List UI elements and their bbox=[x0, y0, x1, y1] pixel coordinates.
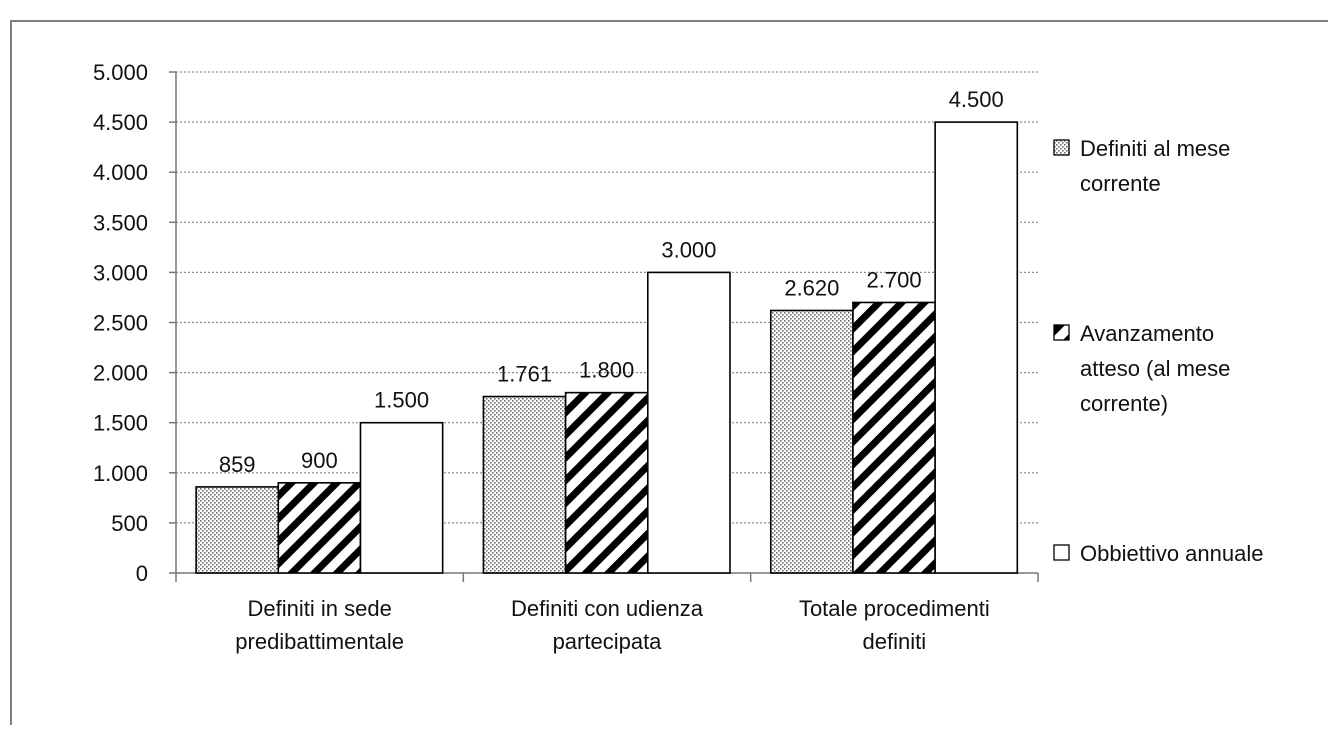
bar bbox=[195, 486, 280, 574]
bars bbox=[195, 121, 1019, 574]
data-label: 1.761 bbox=[497, 362, 552, 387]
x-category-label-line: partecipata bbox=[553, 629, 663, 654]
bar bbox=[934, 121, 1019, 574]
y-tick-label: 0 bbox=[136, 561, 148, 586]
x-category-label: Definiti in sede predibattimentale bbox=[235, 596, 404, 654]
x-category-label-line: predibattimentale bbox=[235, 629, 404, 654]
chart-border bbox=[10, 20, 1328, 730]
x-category-label: Totale procedimenti definiti bbox=[799, 596, 990, 654]
x-category-label-line: Definiti in sede bbox=[248, 596, 392, 621]
bar bbox=[564, 391, 649, 574]
legend-swatch bbox=[1053, 324, 1070, 341]
bar bbox=[277, 482, 362, 574]
y-tick-label: 3.500 bbox=[93, 210, 148, 235]
legend-label: corrente) bbox=[1080, 391, 1168, 416]
y-tick-label: 500 bbox=[111, 511, 148, 536]
bar bbox=[359, 421, 444, 574]
x-category-label-line: Definiti con udienza bbox=[511, 596, 704, 621]
legend-label: Avanzamento bbox=[1080, 321, 1214, 346]
data-label: 2.700 bbox=[867, 267, 922, 292]
data-label: 1.500 bbox=[374, 388, 429, 413]
data-label: 1.800 bbox=[579, 358, 634, 383]
legend-label: Obbiettivo annuale bbox=[1080, 541, 1263, 566]
x-category-label-line: definiti bbox=[863, 629, 927, 654]
data-label: 2.620 bbox=[784, 275, 839, 300]
y-tick-label: 2.500 bbox=[93, 311, 148, 336]
y-tick-label: 1.000 bbox=[93, 461, 148, 486]
legend-label: Definiti al mese bbox=[1080, 136, 1230, 161]
data-label: 3.000 bbox=[661, 237, 716, 262]
data-label: 900 bbox=[301, 448, 338, 473]
bar bbox=[852, 301, 936, 574]
y-tick-label: 1.500 bbox=[93, 411, 148, 436]
legend: Definiti al mese corrente Avanzamento attes… bbox=[1053, 136, 1263, 566]
bar bbox=[647, 271, 731, 574]
y-tick-label: 4.500 bbox=[93, 110, 148, 135]
legend-swatch bbox=[1053, 544, 1070, 561]
legend-label: corrente bbox=[1080, 171, 1161, 196]
y-tick-label: 5.000 bbox=[93, 60, 148, 85]
data-label: 4.500 bbox=[949, 87, 1004, 112]
legend-swatch bbox=[1053, 139, 1070, 156]
y-tick-label: 3.000 bbox=[93, 260, 148, 285]
x-category-label: Definiti con udienza partecipata bbox=[511, 596, 704, 654]
y-tick-label: 2.000 bbox=[93, 361, 148, 386]
bar bbox=[769, 309, 854, 574]
x-category-label-line: Totale procedimenti bbox=[799, 596, 990, 621]
bar bbox=[482, 395, 567, 574]
legend-label: atteso (al mese bbox=[1080, 356, 1230, 381]
y-tick-label: 4.000 bbox=[93, 160, 148, 185]
data-label: 859 bbox=[219, 452, 256, 477]
data-labels: 859 900 1.500 1.761 1.800 3.000 2.620 2.700 4.50… bbox=[219, 87, 1004, 477]
